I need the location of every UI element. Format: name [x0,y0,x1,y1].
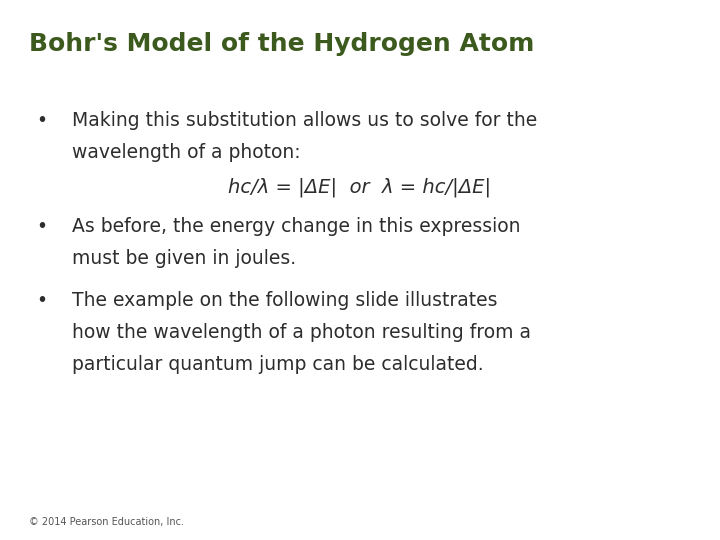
Text: hc/λ = |ΔE|  or  λ = hc/|ΔE|: hc/λ = |ΔE| or λ = hc/|ΔE| [228,177,492,197]
Text: •: • [36,291,47,309]
Text: The example on the following slide illustrates: The example on the following slide illus… [72,291,498,309]
Text: Bohr's Model of the Hydrogen Atom: Bohr's Model of the Hydrogen Atom [29,32,534,56]
Text: •: • [36,217,47,236]
Text: As before, the energy change in this expression: As before, the energy change in this exp… [72,217,521,236]
Text: particular quantum jump can be calculated.: particular quantum jump can be calculate… [72,355,484,374]
Text: Making this substitution allows us to solve for the: Making this substitution allows us to so… [72,111,537,130]
Text: how the wavelength of a photon resulting from a: how the wavelength of a photon resulting… [72,323,531,342]
Text: © 2014 Pearson Education, Inc.: © 2014 Pearson Education, Inc. [29,516,184,526]
Text: •: • [36,111,47,130]
Text: must be given in joules.: must be given in joules. [72,249,296,268]
Text: wavelength of a photon:: wavelength of a photon: [72,143,301,162]
